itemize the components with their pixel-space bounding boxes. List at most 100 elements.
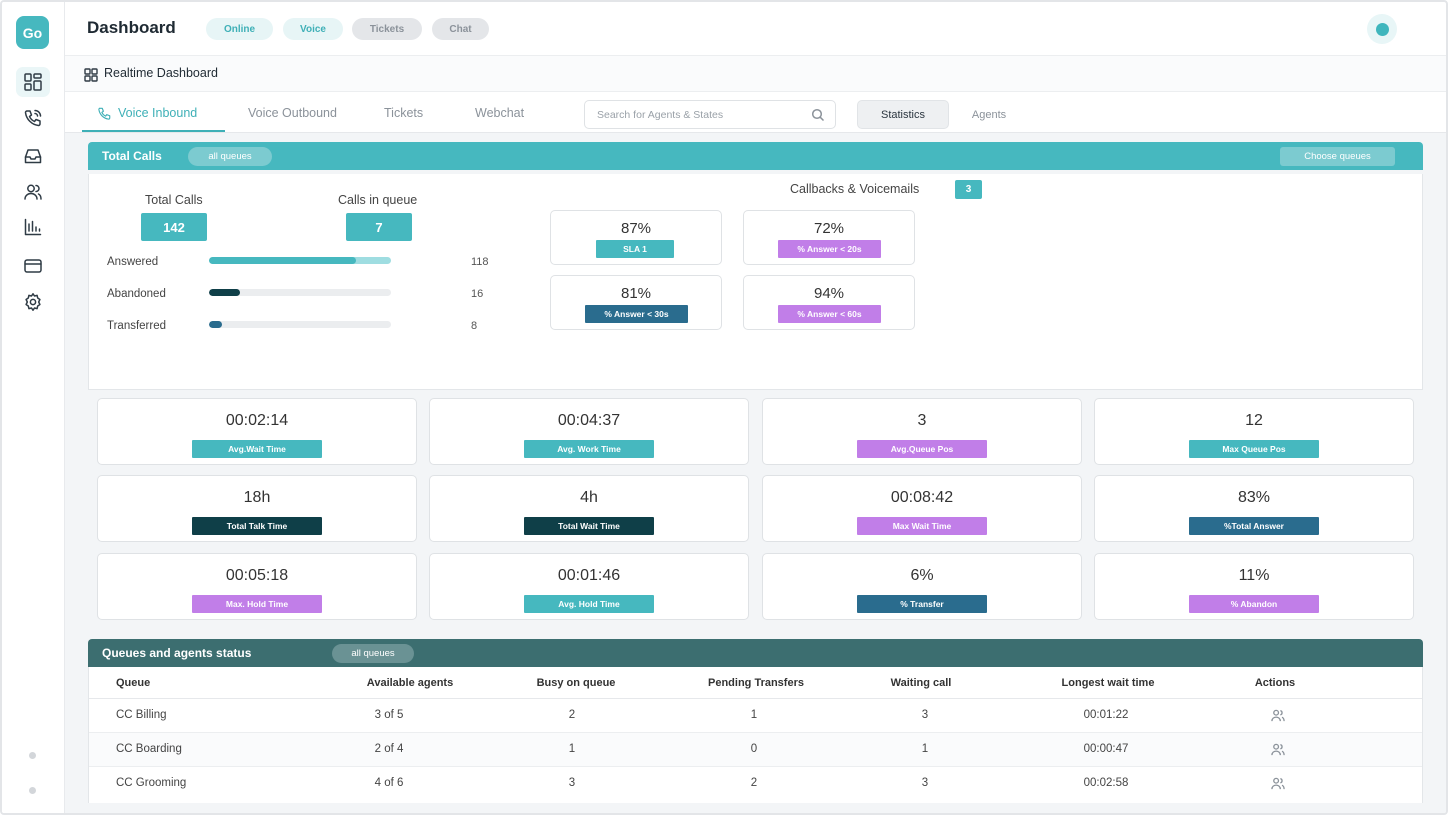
transferred-bar <box>209 321 391 328</box>
column-header-available[interactable]: Available agents <box>366 677 454 689</box>
breadcrumb: Realtime Dashboard <box>65 56 1446 92</box>
metric-label: Total Talk Time <box>192 517 322 535</box>
sla-badge: SLA 1 <box>596 240 674 258</box>
tab-voice-outbound[interactable]: Voice Outbound <box>248 106 337 120</box>
search-box <box>584 100 836 129</box>
sidebar-item-dashboard[interactable] <box>16 67 50 97</box>
answered-label: Answered <box>107 256 159 268</box>
answer-20s-value: 72% <box>813 220 845 237</box>
metric-card: 83% %Total Answer <box>1094 475 1414 542</box>
column-header-queue[interactable]: Queue <box>116 677 151 689</box>
column-header-actions: Actions <box>1254 677 1296 689</box>
metric-card: 6% % Transfer <box>762 553 1082 620</box>
breadcrumb-title: Realtime Dashboard <box>104 66 218 80</box>
waiting-call: 3 <box>921 709 929 721</box>
longest-wait-time: 00:02:58 <box>1083 777 1129 789</box>
column-header-longest[interactable]: Longest wait time <box>1061 677 1155 689</box>
metric-card: 00:04:37 Avg. Work Time <box>429 398 749 465</box>
queues-status-header: Queues and agents status all queues <box>88 639 1423 667</box>
column-header-busy[interactable]: Busy on queue <box>536 677 616 689</box>
queues-status-filter[interactable]: all queues <box>332 644 414 663</box>
tab-voice-inbound[interactable]: Voice Inbound <box>118 106 198 120</box>
callbacks-voicemails-label: Callbacks & Voicemails <box>790 182 920 196</box>
tab-webchat[interactable]: Webchat <box>475 106 525 120</box>
waiting-call: 1 <box>921 743 929 755</box>
metric-card: 12 Max Queue Pos <box>1094 398 1414 465</box>
row-action[interactable] <box>1271 776 1286 794</box>
metric-card: 11% % Abandon <box>1094 553 1414 620</box>
table-row[interactable]: CC Boarding 2 of 4 1 0 1 00:00:47 <box>89 733 1422 767</box>
sidebar-item-users[interactable] <box>16 177 50 207</box>
metric-value: 00:04:37 <box>557 412 621 429</box>
users-icon[interactable] <box>1271 708 1286 723</box>
column-header-pending[interactable]: Pending Transfers <box>708 677 804 689</box>
transferred-bar-fill <box>209 321 222 328</box>
credit-card-icon <box>24 259 42 273</box>
search-icon[interactable] <box>811 108 825 122</box>
answered-value: 118 <box>471 256 489 268</box>
metric-label: % Abandon <box>1189 595 1319 613</box>
sidebar-dot <box>29 752 36 759</box>
metric-value: 00:05:18 <box>225 567 289 584</box>
queues-status-title: Queues and agents status <box>102 646 252 660</box>
table-row[interactable]: CC Grooming 4 of 6 3 2 3 00:02:58 <box>89 767 1422 801</box>
answer-30s-value: 81% <box>620 285 652 302</box>
channel-chip-voice[interactable]: Voice <box>283 18 343 40</box>
sidebar-item-calls[interactable] <box>16 103 50 133</box>
app-logo[interactable]: Go <box>16 16 49 49</box>
sidebar: Go <box>2 2 65 813</box>
row-action[interactable] <box>1271 708 1286 726</box>
tab-tickets[interactable]: Tickets <box>384 106 424 120</box>
users-icon[interactable] <box>1271 776 1286 791</box>
callbacks-count-badge[interactable]: 3 <box>955 180 982 199</box>
user-status-indicator[interactable] <box>1367 14 1397 44</box>
sidebar-item-billing[interactable] <box>16 251 50 281</box>
sidebar-item-reports[interactable] <box>16 212 50 242</box>
sla-card: 87% SLA 1 <box>550 210 722 265</box>
queue-name: CC Billing <box>116 709 167 721</box>
abandoned-bar <box>209 289 391 296</box>
total-calls-title: Total Calls <box>102 149 162 163</box>
total-calls-panel: Total Calls 142 Calls in queue 7 Answere… <box>88 174 1423 390</box>
queue-name: CC Grooming <box>116 777 187 789</box>
metric-value: 4h <box>580 489 598 506</box>
metric-value: 00:02:14 <box>225 412 289 429</box>
metric-value: 00:08:42 <box>890 489 954 506</box>
column-header-waiting[interactable]: Waiting call <box>890 677 952 689</box>
table-row[interactable]: CC Billing 3 of 5 2 1 3 00:01:22 <box>89 699 1422 733</box>
pending-transfers: 2 <box>750 777 758 789</box>
answer-30s-card: 81% % Answer < 30s <box>550 275 722 330</box>
pending-transfers: 1 <box>750 709 758 721</box>
statistics-toggle[interactable]: Statistics <box>857 100 949 129</box>
users-icon[interactable] <box>1271 742 1286 757</box>
status-dot-icon <box>1375 22 1389 36</box>
metric-label: Max. Hold Time <box>192 595 322 613</box>
sidebar-item-inbox[interactable] <box>16 141 50 171</box>
choose-queues-button[interactable]: Choose queues <box>1280 147 1395 166</box>
metric-label: Max Wait Time <box>857 517 987 535</box>
channel-chip-online[interactable]: Online <box>206 18 273 40</box>
users-icon <box>24 184 42 200</box>
total-calls-queue-filter[interactable]: all queues <box>188 147 272 166</box>
row-action[interactable] <box>1271 742 1286 760</box>
answer-60s-card: 94% % Answer < 60s <box>743 275 915 330</box>
channel-chip-chat[interactable]: Chat <box>432 18 489 40</box>
agents-toggle[interactable]: Agents <box>971 108 1007 121</box>
metric-label: Avg.Wait Time <box>192 440 322 458</box>
sidebar-item-settings[interactable] <box>16 287 50 317</box>
abandoned-value: 16 <box>471 288 484 300</box>
pending-transfers: 0 <box>750 743 758 755</box>
page-title: Dashboard <box>87 18 176 37</box>
bar-chart-icon <box>24 218 42 236</box>
metric-value: 3 <box>917 412 927 429</box>
answer-20s-badge: % Answer < 20s <box>778 240 881 258</box>
busy-on-queue: 2 <box>568 709 576 721</box>
answered-bar <box>209 257 391 264</box>
search-input[interactable] <box>597 107 797 123</box>
abandoned-label: Abandoned <box>107 288 166 300</box>
metric-card: 4h Total Wait Time <box>429 475 749 542</box>
metric-value: 00:01:46 <box>557 567 621 584</box>
channel-chip-tickets[interactable]: Tickets <box>352 18 422 40</box>
waiting-call: 3 <box>921 777 929 789</box>
metric-label: Max Queue Pos <box>1189 440 1319 458</box>
